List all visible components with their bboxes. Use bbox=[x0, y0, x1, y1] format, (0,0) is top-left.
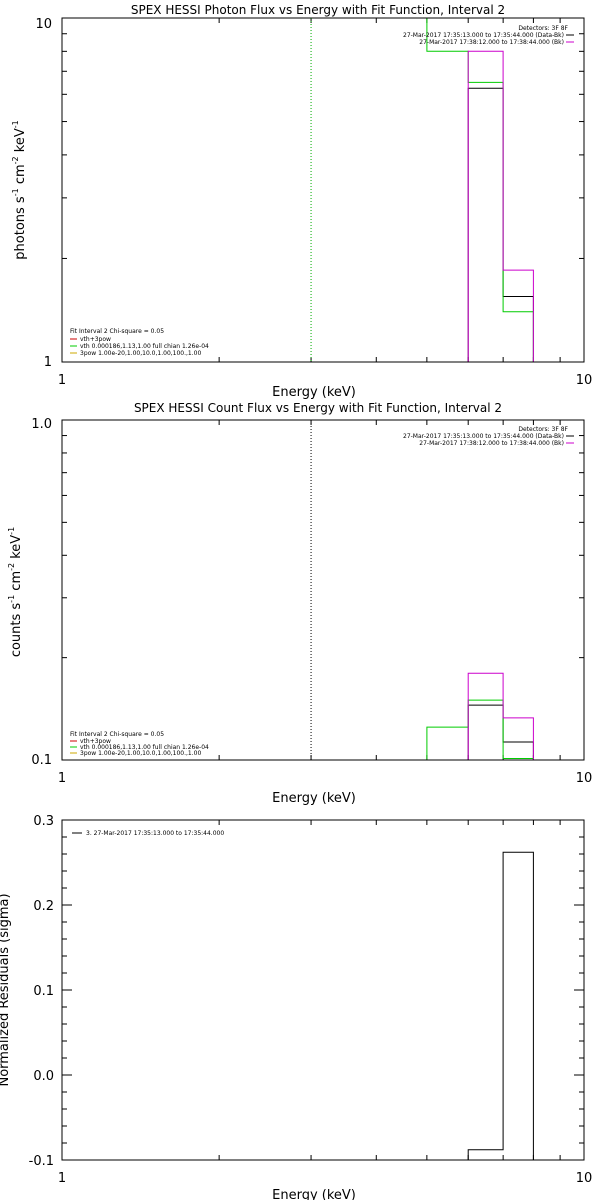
panel2-frame bbox=[61, 419, 585, 761]
panel2-xtick-right: 10 bbox=[576, 771, 593, 786]
series-1-histogram bbox=[376, 17, 534, 362]
series-1-histogram bbox=[426, 699, 534, 760]
panel2-xlabel: Energy (keV) bbox=[272, 791, 356, 806]
panel2-fit-header: Fit Interval 2 Chi-square = 0.05 bbox=[70, 731, 164, 738]
panel3-ylabel: Normalized Residuals (sigma) bbox=[0, 893, 12, 1086]
panel1-xtick-right: 10 bbox=[576, 373, 593, 388]
panel2-ylabel: counts s-1 cm-2 keV-1 bbox=[7, 527, 24, 657]
panel2-legend-right: Detectors: 3F 8F 27-Mar-2017 17:35:13.00… bbox=[403, 426, 574, 447]
panel2-title: SPEX HESSI Count Flux vs Energy with Fit… bbox=[134, 401, 502, 415]
series-0-histogram bbox=[467, 87, 534, 362]
panel2-legend-entry-data: 27-Mar-2017 17:35:13.000 to 17:35:44.000… bbox=[403, 433, 564, 440]
panel1-legend-entry-data: 27-Mar-2017 17:35:13.000 to 17:35:44.000… bbox=[403, 32, 564, 39]
panel3-ytick-0.1: 0.1 bbox=[33, 984, 54, 999]
series-2-histogram bbox=[467, 672, 534, 760]
panel2-xtick-left: 1 bbox=[58, 771, 66, 786]
panel1-xlabel: Energy (keV) bbox=[272, 385, 356, 400]
panel2-fit-entry-3pow: 3pow 1.00e-20,1.00,10.0,1.00,100.,1.00 bbox=[80, 750, 201, 757]
panel3-ytick-0.0: 0.0 bbox=[33, 1069, 54, 1084]
panel3-frame bbox=[61, 819, 585, 1161]
panel1-frame bbox=[61, 17, 585, 363]
series-0-histogram bbox=[467, 851, 534, 1160]
panel2-ytick-bottom: 0.1 bbox=[31, 753, 52, 768]
panel3-xtick-left: 1 bbox=[58, 1171, 66, 1186]
panel2-fit-entry-total: vth+3pow bbox=[80, 738, 111, 745]
panel3-legend-entry: 3. 27-Mar-2017 17:35:13.000 to 17:35:44.… bbox=[86, 830, 224, 837]
panel3-ytick-0.3: 0.3 bbox=[33, 814, 54, 829]
panel3-marks bbox=[61, 819, 585, 1161]
photon-flux-panel: SPEX HESSI Photon Flux vs Energy with Fi… bbox=[11, 3, 592, 400]
panel1-fit-entry-vth: vth 0.000186,1.13,1.00 full chian 1.26e-… bbox=[80, 343, 209, 350]
panel1-legend-entry-bk: 27-Mar-2017 17:38:12.000 to 17:38:44.000… bbox=[419, 39, 564, 46]
panel1-legend-header: Detectors: 3F 8F bbox=[518, 25, 568, 32]
panel1-ytick-bottom: 1 bbox=[44, 355, 52, 370]
residuals-panel: 0.3 0.2 0.1 0.0 -0.1 1 10 Energy (keV) N… bbox=[0, 814, 592, 1200]
count-flux-panel: SPEX HESSI Count Flux vs Energy with Fit… bbox=[7, 401, 592, 806]
series-0-histogram bbox=[467, 704, 534, 760]
panel2-legend-entry-bk: 27-Mar-2017 17:38:12.000 to 17:38:44.000… bbox=[419, 440, 564, 447]
panel2-fit-entry-vth: vth 0.000186,1.13,1.00 full chian 1.26e-… bbox=[80, 744, 209, 751]
panel3-legend: 3. 27-Mar-2017 17:35:13.000 to 17:35:44.… bbox=[72, 830, 224, 837]
panel1-legend-left: Fit Interval 2 Chi-square = 0.05 vth+3po… bbox=[70, 328, 209, 357]
panel1-xtick-left: 1 bbox=[58, 373, 66, 388]
panel1-fit-header: Fit Interval 2 Chi-square = 0.05 bbox=[70, 328, 164, 335]
panel1-title: SPEX HESSI Photon Flux vs Energy with Fi… bbox=[131, 3, 505, 17]
panel3-xlabel: Energy (keV) bbox=[272, 1188, 356, 1200]
panel2-legend-header: Detectors: 3F 8F bbox=[518, 426, 568, 433]
panel3-xtick-right: 10 bbox=[576, 1171, 593, 1186]
panel1-marks bbox=[61, 17, 585, 363]
panel2-marks bbox=[61, 419, 585, 761]
panel1-ytick-top: 10 bbox=[35, 17, 52, 32]
panel1-fit-entry-total: vth+3pow bbox=[80, 336, 111, 343]
panel2-ytick-top: 1.0 bbox=[31, 417, 52, 432]
panel3-ytick-0.2: 0.2 bbox=[33, 899, 54, 914]
series-2-histogram bbox=[467, 50, 534, 362]
panel3-ytick-neg0.1: -0.1 bbox=[29, 1154, 54, 1169]
panel1-legend-right: Detectors: 3F 8F 27-Mar-2017 17:35:13.00… bbox=[403, 25, 574, 46]
panel1-ylabel: photons s-1 cm-2 keV-1 bbox=[11, 120, 28, 259]
panel1-fit-entry-3pow: 3pow 1.00e-20,1.00,10.0,1.00,100.,1.00 bbox=[80, 350, 201, 357]
panel2-legend-left: Fit Interval 2 Chi-square = 0.05 vth+3po… bbox=[70, 731, 209, 757]
